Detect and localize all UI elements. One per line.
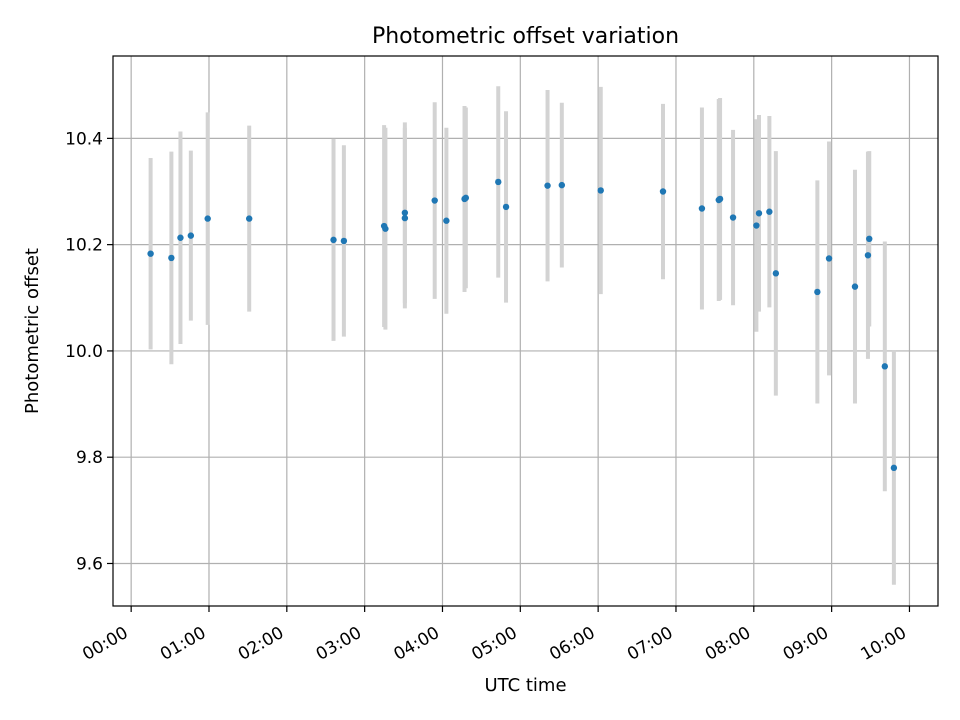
y-tick-label: 10.4 bbox=[65, 129, 103, 149]
data-point bbox=[864, 252, 872, 259]
x-tick-label: 00:00 bbox=[79, 623, 131, 665]
x-tick-label: 06:00 bbox=[546, 623, 598, 665]
data-point bbox=[147, 250, 154, 257]
x-tick-label: 08:00 bbox=[702, 623, 754, 665]
data-point bbox=[890, 464, 898, 472]
data-point bbox=[340, 237, 348, 245]
data-point bbox=[495, 178, 502, 186]
x-tick-label: 09:00 bbox=[780, 623, 832, 665]
data-point bbox=[246, 215, 253, 222]
data-point bbox=[177, 234, 184, 241]
data-point bbox=[558, 181, 566, 189]
data-point bbox=[401, 209, 409, 216]
data-point bbox=[729, 214, 737, 221]
data-point bbox=[544, 182, 551, 189]
y-tick-label: 10.2 bbox=[65, 236, 103, 256]
x-tick-label: 01:00 bbox=[157, 623, 209, 665]
y-tick-label: 9.8 bbox=[76, 448, 103, 468]
x-tick-label: 10:00 bbox=[858, 623, 910, 665]
data-point bbox=[462, 194, 470, 202]
data-point bbox=[659, 188, 667, 195]
grid bbox=[113, 56, 938, 606]
data-point bbox=[382, 225, 389, 232]
x-axis-label: UTC time bbox=[484, 675, 566, 696]
data-point bbox=[330, 236, 337, 244]
y-axis-label: Photometric offset bbox=[22, 248, 43, 414]
data-point bbox=[851, 283, 859, 290]
data-point bbox=[716, 195, 724, 203]
data-point bbox=[698, 205, 706, 212]
error-bars bbox=[148, 86, 896, 585]
data-point bbox=[766, 208, 773, 215]
data-point bbox=[204, 215, 211, 222]
data-point bbox=[502, 203, 510, 211]
data-point bbox=[814, 288, 821, 296]
x-tick-label: 04:00 bbox=[391, 623, 443, 665]
data-point bbox=[755, 210, 763, 217]
data-point bbox=[597, 187, 604, 194]
data-point bbox=[866, 235, 873, 243]
x-tick-label: 03:00 bbox=[313, 623, 365, 665]
data-point bbox=[187, 232, 195, 239]
x-tick-label: 02:00 bbox=[235, 623, 287, 665]
data-point bbox=[772, 270, 780, 277]
x-tick-label: 05:00 bbox=[468, 623, 520, 665]
data-point bbox=[443, 217, 450, 224]
y-tick-label: 10.0 bbox=[65, 342, 103, 362]
data-point bbox=[168, 254, 175, 262]
x-tick-label: 07:00 bbox=[624, 623, 676, 665]
data-points bbox=[147, 178, 898, 472]
data-point bbox=[753, 222, 760, 229]
y-tick-label: 9.6 bbox=[76, 554, 103, 574]
data-point bbox=[401, 214, 409, 222]
data-point bbox=[881, 363, 889, 370]
data-point bbox=[431, 197, 438, 204]
data-point bbox=[825, 255, 833, 262]
plot-area-frame bbox=[112, 55, 939, 607]
chart-title: Photometric offset variation bbox=[372, 24, 679, 49]
